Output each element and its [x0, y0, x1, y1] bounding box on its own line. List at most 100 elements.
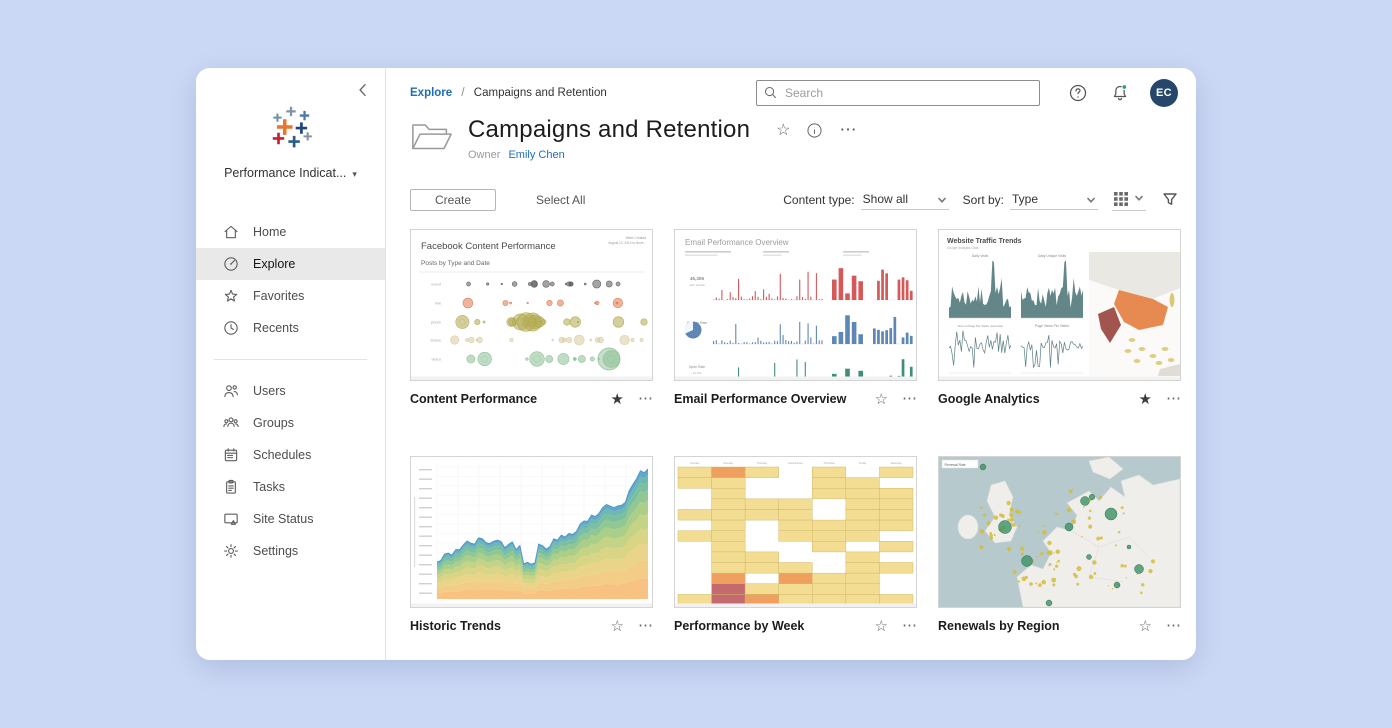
home-icon — [222, 223, 240, 241]
svg-text:Friday: Friday — [859, 461, 867, 465]
content-type-dropdown[interactable]: Show all — [860, 190, 949, 210]
sidebar-item-label: Favorites — [253, 289, 305, 303]
tile-footer: Historic Trends ☆ ⋯ — [410, 617, 653, 635]
svg-text:Renewal Rate: Renewal Rate — [945, 463, 966, 467]
tile-footer: Content Performance ★ ⋯ — [410, 390, 653, 408]
tile-title[interactable]: Performance by Week — [674, 619, 805, 633]
sidebar-collapse-icon[interactable] — [353, 80, 373, 100]
star-icon[interactable]: ☆ — [610, 617, 624, 635]
tile-title[interactable]: Content Performance — [410, 392, 538, 406]
sidebar-item-recents[interactable]: Recents — [196, 312, 385, 344]
svg-text:Facebook Content Performance: Facebook Content Performance — [421, 241, 556, 252]
more-actions-icon[interactable]: ⋯ — [839, 120, 858, 139]
sitestatus-icon — [222, 510, 240, 528]
more-actions-icon[interactable]: ⋯ — [902, 617, 917, 634]
tile-thumbnail[interactable]: Website Traffic Trends Google Analytics D… — [938, 229, 1181, 381]
tile-title[interactable]: Historic Trends — [410, 619, 501, 633]
more-actions-icon[interactable]: ⋯ — [1166, 617, 1181, 634]
svg-text:Monday: Monday — [723, 461, 734, 465]
top-icons: EC — [1066, 79, 1178, 107]
sidebar: Performance Indicat... ▾ Home Explore Fav… — [196, 68, 386, 660]
tile-thumbnail[interactable]: Facebook Content Performance Week Created… — [410, 229, 653, 381]
more-actions-icon[interactable]: ⋯ — [1166, 390, 1181, 407]
groups-icon — [222, 414, 240, 432]
sidebar-item-label: Users — [253, 384, 286, 398]
more-actions-icon[interactable]: ⋯ — [638, 617, 653, 634]
sidebar-item-explore[interactable]: Explore — [196, 248, 385, 280]
top-bar: Explore / Campaigns and Retention EC — [410, 78, 1178, 108]
tile-thumbnail[interactable] — [410, 456, 653, 608]
svg-text:Open Rate: Open Rate — [689, 365, 706, 369]
tile-thumbnail[interactable]: Email Performance Overview 45,306 sent ema… — [674, 229, 917, 381]
svg-text:Website Traffic Trends: Website Traffic Trends — [947, 238, 1022, 245]
sidebar-item-label: Settings — [253, 544, 299, 558]
view-mode-dropdown[interactable] — [1112, 190, 1146, 211]
search-input[interactable] — [756, 80, 1040, 106]
svg-text:Time on Page Per Visitor (seco: Time on Page Per Visitor (seconds) — [957, 324, 1003, 328]
main-content: Explore / Campaigns and Retention EC — [386, 68, 1196, 660]
tile-footer: Renewals by Region ☆ ⋯ — [938, 617, 1181, 635]
notifications-bell-icon[interactable] — [1108, 81, 1132, 105]
sidebar-item-favorites[interactable]: Favorites — [196, 280, 385, 312]
tile-title[interactable]: Email Performance Overview — [674, 392, 847, 406]
details-info-icon[interactable] — [806, 122, 823, 139]
sidebar-item-settings[interactable]: Settings — [196, 535, 385, 567]
svg-text:event: event — [431, 281, 442, 286]
sidebar-item-home[interactable]: Home — [196, 216, 385, 248]
chevron-down-icon — [937, 194, 947, 204]
site-picker[interactable]: Performance Indicat... ▾ — [196, 166, 385, 180]
breadcrumb-current: Campaigns and Retention — [473, 87, 607, 99]
title-bar: Campaigns and Retention ☆ ⋯ Owner Emily … — [410, 116, 1178, 161]
sidebar-item-label: Groups — [253, 416, 294, 430]
breadcrumb-explore-link[interactable]: Explore — [410, 87, 453, 99]
sort-by-dropdown[interactable]: Type — [1010, 190, 1098, 210]
breadcrumb: Explore / Campaigns and Retention — [410, 87, 607, 99]
star-icon-filled[interactable]: ★ — [1138, 390, 1152, 408]
folder-icon — [412, 124, 452, 150]
sidebar-item-tasks[interactable]: Tasks — [196, 471, 385, 503]
app-window: Performance Indicat... ▾ Home Explore Fav… — [196, 68, 1196, 660]
sidebar-item-schedules[interactable]: Schedules — [196, 439, 385, 471]
favorite-star-icon[interactable]: ☆ — [776, 122, 791, 139]
star-icon-filled[interactable]: ★ — [610, 390, 624, 408]
owner-label: Owner — [468, 149, 501, 161]
sidebar-divider — [214, 359, 367, 360]
select-all-button[interactable]: Select All — [536, 193, 586, 207]
svg-text:Thursday: Thursday — [823, 461, 835, 465]
help-icon[interactable] — [1066, 81, 1090, 105]
tile-thumbnail[interactable]: Sunday Monday Tuesday Wednesday Thursday Frid… — [674, 456, 917, 608]
content-type-value: Show all — [862, 192, 908, 206]
avatar[interactable]: EC — [1150, 79, 1178, 107]
more-actions-icon[interactable]: ⋯ — [902, 390, 917, 407]
sort-by-label: Sort by: — [962, 193, 1004, 207]
sidebar-item-label: Site Status — [253, 512, 314, 526]
star-icon[interactable]: ☆ — [874, 617, 888, 635]
svg-text:Daily Unique Visits: Daily Unique Visits — [1038, 254, 1067, 258]
more-actions-icon[interactable]: ⋯ — [638, 390, 653, 407]
tile-title[interactable]: Google Analytics — [938, 392, 1040, 406]
svg-text:Posts by Type and Date: Posts by Type and Date — [421, 260, 490, 267]
sidebar-item-users[interactable]: Users — [196, 375, 385, 407]
star-icon[interactable]: ☆ — [1138, 617, 1152, 635]
sidebar-item-label: Home — [253, 225, 287, 239]
owner-link[interactable]: Emily Chen — [508, 149, 565, 161]
grid-view-icon — [1114, 191, 1128, 206]
tile-footer: Email Performance Overview ☆ ⋯ — [674, 390, 917, 408]
tile-thumbnail[interactable]: Renewal Rate — [938, 456, 1181, 608]
filter-icon[interactable] — [1162, 191, 1180, 209]
sidebar-item-groups[interactable]: Groups — [196, 407, 385, 439]
svg-text:Email Performance Overview: Email Performance Overview — [685, 238, 789, 247]
toolbar-right: Content type: Show all Sort by: Type — [783, 190, 1180, 211]
sidebar-item-label: Tasks — [253, 480, 285, 494]
create-button[interactable]: Create — [410, 189, 497, 211]
chevron-down-icon — [1134, 192, 1144, 206]
site-picker-label: Performance Indicat... — [224, 166, 347, 180]
content-type-label: Content type: — [783, 193, 855, 207]
sidebar-item-site-status[interactable]: Site Status — [196, 503, 385, 535]
sidebar-item-label: Schedules — [253, 448, 312, 462]
svg-text:11.2%: 11.2% — [693, 371, 702, 375]
page-title: Campaigns and Retention — [468, 116, 751, 143]
star-icon[interactable]: ☆ — [874, 390, 888, 408]
tile-title[interactable]: Renewals by Region — [938, 619, 1060, 633]
breadcrumb-separator: / — [461, 87, 465, 99]
